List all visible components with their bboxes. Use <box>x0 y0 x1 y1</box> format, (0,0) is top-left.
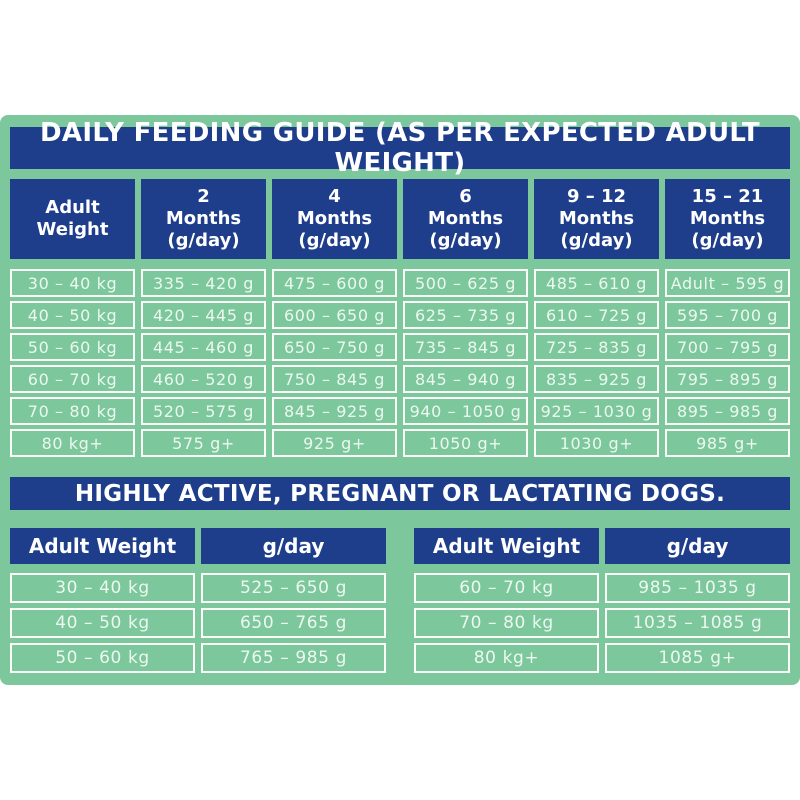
table-cell: 40 – 50 kg <box>10 301 135 329</box>
column-header-15-21-months: 15 – 21 Months (g/day) <box>665 179 790 259</box>
table-cell: 765 – 985 g <box>201 643 386 673</box>
feeding-guide-panel: DAILY FEEDING GUIDE (AS PER EXPECTED ADU… <box>0 115 800 685</box>
table-cell: 50 – 60 kg <box>10 643 195 673</box>
table-cell: 795 – 895 g <box>665 365 790 393</box>
table-cell: 925 – 1030 g <box>534 397 659 425</box>
table-cell: 335 – 420 g <box>141 269 266 297</box>
table-cell: 420 – 445 g <box>141 301 266 329</box>
column-header-4-months: 4 Months (g/day) <box>272 179 397 259</box>
table-cell: 600 – 650 g <box>272 301 397 329</box>
column-header-adult-weight: Adult Weight <box>10 528 195 564</box>
table-cell: 650 – 765 g <box>201 608 386 638</box>
table-cell: 1085 g+ <box>605 643 790 673</box>
table-row: 80 kg+ 575 g+ 925 g+ 1050 g+ 1030 g+ 985… <box>10 429 790 457</box>
table-cell: 985 – 1035 g <box>605 573 790 603</box>
table-row: 30 – 40 kg 525 – 650 g <box>10 573 386 603</box>
table-cell: 625 – 735 g <box>403 301 528 329</box>
table-row: 50 – 60 kg 765 – 985 g <box>10 643 386 673</box>
table-cell: 60 – 70 kg <box>10 365 135 393</box>
table-cell: 520 – 575 g <box>141 397 266 425</box>
table-cell: 925 g+ <box>272 429 397 457</box>
table-cell: 725 – 835 g <box>534 333 659 361</box>
table-cell: 650 – 750 g <box>272 333 397 361</box>
table-cell: 895 – 985 g <box>665 397 790 425</box>
table-row: 80 kg+ 1085 g+ <box>414 643 790 673</box>
table-cell: 500 – 625 g <box>403 269 528 297</box>
table-cell: 575 g+ <box>141 429 266 457</box>
daily-feeding-guide-title: DAILY FEEDING GUIDE (AS PER EXPECTED ADU… <box>10 118 790 178</box>
table-row: 60 – 70 kg 460 – 520 g 750 – 845 g 845 –… <box>10 365 790 393</box>
table-cell: 1050 g+ <box>403 429 528 457</box>
table-cell: 610 – 725 g <box>534 301 659 329</box>
table-cell: 30 – 40 kg <box>10 573 195 603</box>
table-cell: 1035 – 1085 g <box>605 608 790 638</box>
table-cell: 485 – 610 g <box>534 269 659 297</box>
table-cell: 735 – 845 g <box>403 333 528 361</box>
table-cell: 50 – 60 kg <box>10 333 135 361</box>
table-cell: 80 kg+ <box>10 429 135 457</box>
column-header-2-months: 2 Months (g/day) <box>141 179 266 259</box>
column-header-6-months: 6 Months (g/day) <box>403 179 528 259</box>
main-table-body: 30 – 40 kg 335 – 420 g 475 – 600 g 500 –… <box>10 269 790 457</box>
table-cell: 750 – 845 g <box>272 365 397 393</box>
table-cell: 445 – 460 g <box>141 333 266 361</box>
table-cell: 460 – 520 g <box>141 365 266 393</box>
main-table-header-row: Adult Weight 2 Months (g/day) 4 Months (… <box>10 179 790 259</box>
table-row: 40 – 50 kg 420 – 445 g 600 – 650 g 625 –… <box>10 301 790 329</box>
table-cell: 845 – 940 g <box>403 365 528 393</box>
table-row: 40 – 50 kg 650 – 765 g <box>10 608 386 638</box>
column-header-9-12-months: 9 – 12 Months (g/day) <box>534 179 659 259</box>
column-header-adult-weight: Adult Weight <box>414 528 599 564</box>
active-dogs-table-right: Adult Weight g/day 60 – 70 kg 985 – 1035… <box>414 528 790 673</box>
table-cell: 60 – 70 kg <box>414 573 599 603</box>
mini-table-header-row: Adult Weight g/day <box>10 528 386 564</box>
mini-table-header-row: Adult Weight g/day <box>414 528 790 564</box>
table-cell: Adult – 595 g <box>665 269 790 297</box>
mini-table-body: 60 – 70 kg 985 – 1035 g 70 – 80 kg 1035 … <box>414 573 790 673</box>
table-cell: 70 – 80 kg <box>10 397 135 425</box>
table-cell: 70 – 80 kg <box>414 608 599 638</box>
column-header-g-day: g/day <box>201 528 386 564</box>
table-cell: 835 – 925 g <box>534 365 659 393</box>
table-cell: 80 kg+ <box>414 643 599 673</box>
table-cell: 525 – 650 g <box>201 573 386 603</box>
table-cell: 30 – 40 kg <box>10 269 135 297</box>
table-row: 60 – 70 kg 985 – 1035 g <box>414 573 790 603</box>
column-header-g-day: g/day <box>605 528 790 564</box>
table-row: 50 – 60 kg 445 – 460 g 650 – 750 g 735 –… <box>10 333 790 361</box>
table-cell: 1030 g+ <box>534 429 659 457</box>
active-dogs-table-left: Adult Weight g/day 30 – 40 kg 525 – 650 … <box>10 528 386 673</box>
active-dogs-tables: Adult Weight g/day 30 – 40 kg 525 – 650 … <box>10 528 790 673</box>
table-cell: 40 – 50 kg <box>10 608 195 638</box>
table-cell: 845 – 925 g <box>272 397 397 425</box>
table-row: 70 – 80 kg 1035 – 1085 g <box>414 608 790 638</box>
table-cell: 940 – 1050 g <box>403 397 528 425</box>
table-cell: 700 – 795 g <box>665 333 790 361</box>
table-cell: 475 – 600 g <box>272 269 397 297</box>
mini-table-body: 30 – 40 kg 525 – 650 g 40 – 50 kg 650 – … <box>10 573 386 673</box>
table-cell: 595 – 700 g <box>665 301 790 329</box>
table-row: 30 – 40 kg 335 – 420 g 475 – 600 g 500 –… <box>10 269 790 297</box>
table-cell: 985 g+ <box>665 429 790 457</box>
active-dogs-title: HIGHLY ACTIVE, PREGNANT OR LACTATING DOG… <box>10 477 790 510</box>
table-row: 70 – 80 kg 520 – 575 g 845 – 925 g 940 –… <box>10 397 790 425</box>
column-header-adult-weight: Adult Weight <box>10 179 135 259</box>
